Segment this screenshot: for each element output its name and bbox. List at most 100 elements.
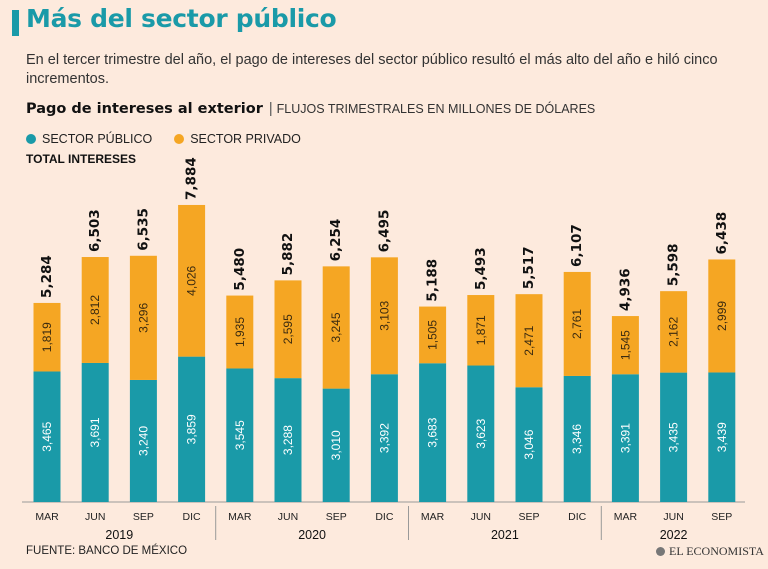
x-tick-label: JUN: [663, 511, 683, 523]
bar-label-public: 3,683: [426, 417, 440, 447]
bar-total-label: 5,284: [39, 255, 55, 298]
legend-label-public: SECTOR PÚBLICO: [42, 132, 153, 146]
brand-logo: EL ECONOMISTA: [656, 544, 764, 559]
bar-public: [129, 379, 157, 502]
bar-total-label: 6,107: [569, 224, 585, 267]
year-label: 2020: [298, 528, 326, 542]
bar-private: [660, 291, 688, 373]
legend-item-private: SECTOR PRIVADO: [174, 132, 301, 146]
bar-public: [419, 363, 447, 502]
year-label: 2022: [660, 528, 688, 542]
bar-label-private: 2,162: [667, 317, 681, 347]
bar-label-public: 3,240: [136, 426, 150, 456]
legend-item-public: SECTOR PÚBLICO: [26, 132, 152, 146]
bar-total-label: 5,188: [425, 259, 441, 302]
bar-public: [274, 378, 302, 502]
bar-label-private: 1,545: [618, 330, 632, 360]
bar-label-private: 3,245: [329, 312, 343, 342]
page-subtitle: En el tercer trimestre del año, el pago …: [26, 52, 718, 87]
chart-legend: SECTOR PÚBLICO SECTOR PRIVADO: [26, 132, 301, 146]
bar-total-label: 6,254: [328, 219, 344, 262]
bar-public: [611, 374, 639, 502]
bar-label-public: 3,010: [329, 430, 343, 460]
bar-private: [708, 259, 736, 373]
bar-label-public: 3,691: [88, 417, 102, 447]
bar-total-label: 6,503: [87, 209, 103, 252]
x-tick-label: DIC: [568, 511, 587, 523]
bar-label-public: 3,465: [40, 421, 54, 451]
bar-private: [322, 266, 350, 389]
bar-private: [515, 294, 543, 388]
x-tick-label: MAR: [35, 511, 59, 523]
chart-heading-main: Pago de intereses al exterior: [26, 101, 263, 117]
bar-label-private: 2,999: [715, 301, 729, 331]
bar-public: [660, 372, 688, 502]
bar-label-private: 2,595: [281, 314, 295, 344]
bar-label-private: 4,026: [185, 265, 199, 295]
bar-label-private: 2,812: [88, 295, 102, 325]
bar-label-private: 1,505: [426, 320, 440, 350]
bar-private: [129, 255, 157, 380]
x-tick-label: SEP: [133, 511, 154, 523]
bar-public: [178, 356, 206, 502]
bar-label-public: 3,545: [233, 420, 247, 450]
title-accent-bar: [12, 10, 19, 36]
bar-public: [226, 368, 254, 502]
bar-private: [611, 316, 639, 375]
bar-total-label: 5,480: [232, 248, 248, 291]
bar-label-private: 3,296: [136, 303, 150, 333]
legend-label-private: SECTOR PRIVADO: [190, 132, 301, 146]
bar-total-label: 4,936: [617, 268, 633, 311]
bar-label-public: 3,046: [522, 429, 536, 459]
bar-public: [370, 374, 398, 502]
bar-public: [81, 362, 109, 502]
bar-label-public: 3,623: [474, 418, 488, 448]
bar-label-public: 3,392: [377, 423, 391, 453]
bar-private: [178, 204, 206, 357]
bar-public: [515, 387, 543, 502]
bar-total-label: 5,493: [473, 247, 489, 290]
bar-private: [274, 280, 302, 379]
year-label: 2021: [491, 528, 519, 542]
chart-heading-sub: FLUJOS TRIMESTRALES EN MILLONES DE DÓLAR…: [276, 102, 596, 116]
year-label: 2019: [105, 528, 133, 542]
bar-total-label: 6,495: [376, 210, 392, 253]
bar-public: [467, 365, 495, 502]
bar-private: [81, 257, 109, 363]
chart-heading: Pago de intereses al exterior | FLUJOS TRI…: [26, 101, 595, 117]
page-title: Más del sector público: [26, 4, 337, 33]
bar-label-private: 1,935: [233, 317, 247, 347]
bar-private: [226, 295, 254, 369]
bar-private: [33, 302, 61, 372]
bar-private: [419, 306, 447, 364]
bar-public: [322, 388, 350, 502]
legend-dot-public: [26, 134, 36, 144]
bar-label-private: 3,103: [377, 300, 391, 330]
x-tick-label: JUN: [85, 511, 105, 523]
x-tick-label: JUN: [278, 511, 298, 523]
bar-total-label: 5,882: [280, 233, 296, 276]
bar-total-label: 6,438: [714, 212, 730, 255]
x-tick-label: SEP: [326, 511, 347, 523]
bar-label-private: 1,871: [474, 315, 488, 345]
brand-globe-icon: [656, 547, 665, 556]
bar-label-public: 3,288: [281, 425, 295, 455]
bar-private: [563, 271, 591, 376]
bar-private: [467, 295, 495, 366]
bar-total-label: 5,517: [521, 246, 537, 289]
x-tick-label: MAR: [228, 511, 252, 523]
x-tick-label: JUN: [471, 511, 491, 523]
x-tick-label: DIC: [375, 511, 394, 523]
bar-label-private: 1,819: [40, 322, 54, 352]
bar-label-public: 3,439: [715, 422, 729, 452]
legend-total-label: TOTAL INTERESES: [26, 152, 137, 166]
legend-dot-private: [174, 134, 185, 144]
x-tick-label: SEP: [711, 511, 732, 523]
x-tick-label: SEP: [518, 511, 539, 523]
bar-label-public: 3,391: [618, 423, 632, 453]
bar-label-private: 2,761: [570, 309, 584, 339]
x-tick-label: MAR: [421, 511, 445, 523]
x-tick-label: DIC: [183, 511, 202, 523]
bar-label-public: 3,346: [570, 424, 584, 454]
